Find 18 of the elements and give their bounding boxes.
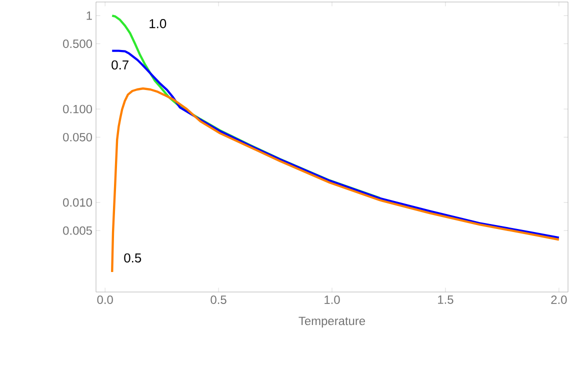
x-tick-label: 0.5 bbox=[210, 296, 226, 304]
x-tick-label: 1.0 bbox=[324, 296, 340, 304]
y-tick-label: 1 bbox=[86, 12, 92, 20]
series-label: 0.5 bbox=[124, 253, 142, 263]
series-label: 1.0 bbox=[150, 19, 166, 28]
y-tick-label: 0.005 bbox=[63, 226, 92, 235]
line-series bbox=[111, 14, 381, 199]
y-tick-label: 0.500 bbox=[63, 40, 92, 48]
line-series bbox=[111, 87, 560, 274]
x-tick-label: 0.0 bbox=[97, 296, 113, 304]
y-tick-label: 0.100 bbox=[63, 104, 92, 114]
y-tick-label: 0.050 bbox=[63, 132, 92, 142]
y-tick-label: 0.010 bbox=[63, 198, 92, 207]
x-axis-title: Temperature bbox=[298, 316, 366, 328]
line-series bbox=[111, 50, 560, 239]
x-tick-label: 2.0 bbox=[551, 296, 567, 304]
series-label: 0.7 bbox=[112, 60, 128, 70]
x-tick-label: 1.5 bbox=[438, 296, 454, 304]
